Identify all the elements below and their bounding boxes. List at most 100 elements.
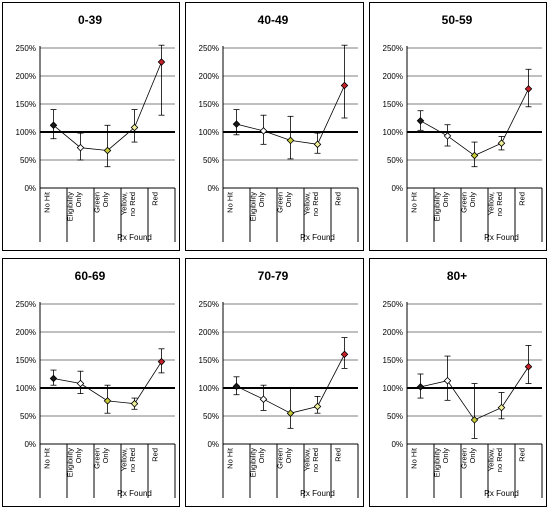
category-label: No Hit [226,191,235,213]
panel-frame [185,2,364,251]
data-point [416,383,425,391]
chart-panel-0: 0-39 0% 50% 100% 150% 200% 250% No Hit Eligibili… [2,2,180,251]
data-point [286,409,295,417]
panel-frame [369,2,547,251]
data-point [497,403,506,412]
panel-frame [2,2,180,251]
y-tick-label: 0% [207,184,219,193]
data-point [49,374,58,383]
chart-title: 40-49 [258,13,289,27]
y-tick-label: 250% [383,44,403,53]
chart-panel-2: 50-59 0% 50% 100% 150% 200% 250% No Hit Eligibil… [369,2,547,251]
data-point [497,139,506,147]
data-point [470,151,479,160]
category-label: Yellow,no Red [303,448,321,472]
y-tick-label: 0% [391,440,403,449]
y-tick-label: 200% [16,328,36,337]
category-label: No Hit [43,447,52,469]
panel-frame [369,258,547,507]
data-point [259,395,268,403]
chart-panel-4: 70-79 0% 50% 100% 150% 200% 250% No Hit Eligibil… [185,258,364,507]
chart-title: 50-59 [442,13,473,27]
chart-title: 0-39 [78,13,102,27]
y-tick-label: 150% [383,100,403,109]
y-tick-label: 0% [207,440,219,449]
category-label: GreenOnly [276,448,294,469]
data-point [524,362,533,371]
category-label: Yellow,no Red [487,192,505,216]
data-point [416,117,425,125]
group-label: Rx Found [484,489,519,498]
category-label: EligibilityOnly [249,192,267,221]
y-tick-label: 100% [199,128,219,137]
y-tick-label: 150% [16,100,36,109]
y-tick-label: 50% [387,156,403,165]
y-tick-label: 50% [203,412,219,421]
data-point [443,132,452,140]
data-point [130,123,139,132]
data-point [76,379,85,388]
category-label: GreenOnly [460,192,478,213]
y-tick-label: 100% [383,128,403,137]
data-point [313,140,322,149]
data-point [49,121,58,130]
chart-title: 60-69 [75,269,106,283]
y-tick-label: 150% [199,100,219,109]
y-tick-label: 0% [24,184,36,193]
category-label: No Hit [226,447,235,469]
data-point [232,382,241,391]
data-point [232,120,241,128]
category-label: Red [151,192,160,206]
data-point [286,136,295,145]
y-tick-label: 250% [199,300,219,309]
y-tick-label: 150% [199,356,219,365]
data-point [259,127,268,135]
data-point [130,399,139,408]
category-label: Red [334,448,343,462]
chart-title: 70-79 [258,269,289,283]
data-point [443,376,452,385]
group-label: Rx Found [117,489,152,498]
y-tick-label: 100% [383,384,403,393]
category-label: Yellow,no Red [303,192,321,216]
y-tick-label: 50% [20,412,36,421]
data-point [103,397,112,405]
y-tick-label: 200% [16,72,36,81]
group-label: Rx Found [117,233,152,242]
category-label: EligibilityOnly [433,192,451,221]
y-tick-label: 50% [387,412,403,421]
category-label: GreenOnly [460,448,478,469]
data-point [340,350,349,359]
panel-frame [2,258,180,507]
category-label: No Hit [43,191,52,213]
category-label: No Hit [410,447,419,469]
y-tick-label: 250% [16,300,36,309]
y-tick-label: 100% [199,384,219,393]
y-tick-label: 200% [383,72,403,81]
data-point [103,146,112,155]
category-label: Yellow,no Red [120,448,138,472]
category-label: Red [334,192,343,206]
category-label: Yellow,no Red [487,448,505,472]
category-label: EligibilityOnly [66,448,84,477]
chart-title: 80+ [447,269,467,283]
category-label: EligibilityOnly [433,448,451,477]
data-point [470,416,479,424]
data-point [76,143,85,152]
category-label: GreenOnly [276,192,294,213]
y-tick-label: 200% [199,328,219,337]
y-tick-label: 200% [199,72,219,81]
data-point [157,58,166,66]
category-label: EligibilityOnly [66,192,84,221]
category-label: EligibilityOnly [249,448,267,477]
y-tick-label: 100% [16,128,36,137]
chart-panel-3: 60-69 0% 50% 100% 150% 200% 250% No Hit Eligibil… [2,258,180,507]
data-point [524,85,533,93]
y-tick-label: 250% [383,300,403,309]
category-label: Red [151,448,160,462]
chart-panel-1: 40-49 0% 50% 100% 150% 200% 250% No Hit Eligibil… [185,2,364,251]
y-tick-label: 0% [391,184,403,193]
y-tick-label: 250% [199,44,219,53]
